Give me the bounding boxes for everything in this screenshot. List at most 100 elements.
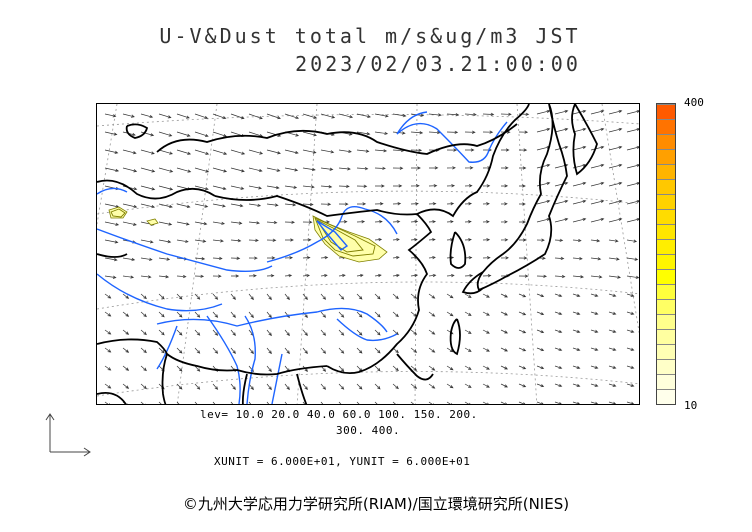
- colorbar-segment: [657, 119, 675, 135]
- wind-arrow: [320, 347, 327, 354]
- map-title: U-V&Dust total m/s&ug/m3 JST: [159, 24, 581, 48]
- wind-arrow: [464, 401, 471, 404]
- wind-arrow: [374, 220, 383, 224]
- wind-arrow: [410, 131, 424, 135]
- wind-arrow: [158, 293, 165, 300]
- wind-arrow: [104, 347, 112, 353]
- wind-arrow: [536, 199, 551, 205]
- colorbar-segment: [657, 344, 675, 360]
- wind-arrow: [374, 202, 384, 206]
- wind-arrow: [320, 329, 327, 336]
- wind-arrow: [302, 329, 308, 337]
- colorbar-segment: [657, 299, 675, 315]
- wind-arrow: [140, 275, 152, 279]
- wind-arrow: [536, 383, 545, 388]
- wind-arrow: [248, 256, 258, 260]
- wind-arrow: [572, 293, 581, 297]
- wind-arrow: [482, 311, 490, 316]
- wind-arrow: [428, 401, 434, 404]
- wind-arrow: [428, 365, 436, 371]
- wind-arrow: [231, 274, 240, 278]
- wind-arrow: [392, 293, 399, 300]
- wind-arrow: [230, 383, 236, 391]
- wind-arrow: [428, 130, 441, 135]
- wind-arrow: [392, 401, 398, 404]
- wind-arrow: [122, 311, 130, 317]
- wind-arrow: [482, 238, 491, 242]
- wind-arrow: [140, 239, 154, 244]
- wind-arrow: [500, 401, 507, 404]
- wind-arrow: [554, 181, 569, 187]
- wind-arrow: [320, 255, 329, 260]
- wind-arrow: [572, 365, 581, 369]
- wind-arrow: [266, 311, 272, 319]
- wind-arrow: [104, 365, 112, 371]
- wind-arrow: [194, 329, 201, 336]
- wind-arrow: [158, 167, 174, 173]
- wind-arrow: [572, 145, 587, 151]
- wind-arrow: [230, 347, 236, 355]
- wind-arrow: [104, 167, 120, 173]
- wind-arrow: [554, 127, 569, 133]
- wind-arrow: [626, 199, 639, 205]
- wind-arrow: [410, 329, 418, 335]
- wind-arrow: [284, 329, 290, 337]
- wind-arrow: [410, 220, 419, 224]
- contour-levels-line2: 300. 400.: [336, 424, 401, 437]
- wind-arrow: [266, 149, 281, 155]
- wind-arrow: [104, 275, 117, 279]
- wind-arrow: [392, 365, 399, 372]
- wind-arrow: [320, 273, 328, 278]
- wind-arrow: [518, 329, 527, 334]
- wind-arrow: [338, 401, 342, 404]
- wind-arrow: [248, 401, 252, 404]
- wind-arrow: [248, 311, 254, 319]
- wind-arrow: [428, 184, 438, 188]
- wind-arrow: [104, 329, 112, 335]
- wind-arrow: [194, 203, 209, 208]
- wind-arrow: [194, 221, 208, 226]
- wind-arrow: [590, 257, 602, 261]
- wind-arrow: [482, 383, 490, 388]
- wind-arrow: [338, 329, 345, 336]
- wind-arrow: [374, 293, 381, 300]
- wind-arrow: [536, 181, 551, 187]
- wind-arrow: [194, 131, 209, 137]
- wind-arrow: [212, 167, 228, 173]
- wind-arrow: [626, 275, 639, 279]
- wind-arrow: [608, 401, 617, 404]
- wind-arrow: [374, 365, 381, 372]
- wind-arrow: [482, 184, 491, 188]
- wind-arrow: [519, 220, 527, 224]
- wind-arrow: [158, 239, 172, 244]
- colorbar-segment: [657, 239, 675, 255]
- wind-arrow: [230, 239, 242, 243]
- wind-arrow: [626, 239, 638, 243]
- wind-arrow: [176, 329, 183, 336]
- wind-arrow: [302, 185, 315, 189]
- wind-arrow: [248, 185, 262, 190]
- wind-arrow: [465, 148, 475, 152]
- wind-arrow: [500, 202, 508, 206]
- wind-arrow: [356, 220, 366, 224]
- wind-arrow: [140, 311, 147, 318]
- wind-arrow: [266, 383, 272, 391]
- wind-arrow: [608, 311, 617, 315]
- wind-arrow: [176, 365, 183, 372]
- wind-arrow: [590, 127, 605, 133]
- wind-arrow: [608, 257, 620, 261]
- wind-arrow: [248, 347, 254, 355]
- wind-arrow: [464, 166, 474, 170]
- wind-arrow: [554, 217, 569, 223]
- colorbar-segment: [657, 284, 675, 300]
- wind-arrow: [194, 401, 198, 404]
- wind-arrow: [572, 311, 581, 315]
- wind-arrow: [194, 274, 205, 278]
- wind-arrow: [356, 293, 363, 300]
- wind-arrow: [212, 185, 227, 191]
- coastlines: [97, 104, 598, 404]
- vector-units: XUNIT = 6.000E+01, YUNIT = 6.000E+01: [214, 455, 471, 468]
- wind-arrow: [626, 257, 639, 261]
- wind-arrow: [338, 311, 345, 318]
- colorbar-segment: [657, 329, 675, 345]
